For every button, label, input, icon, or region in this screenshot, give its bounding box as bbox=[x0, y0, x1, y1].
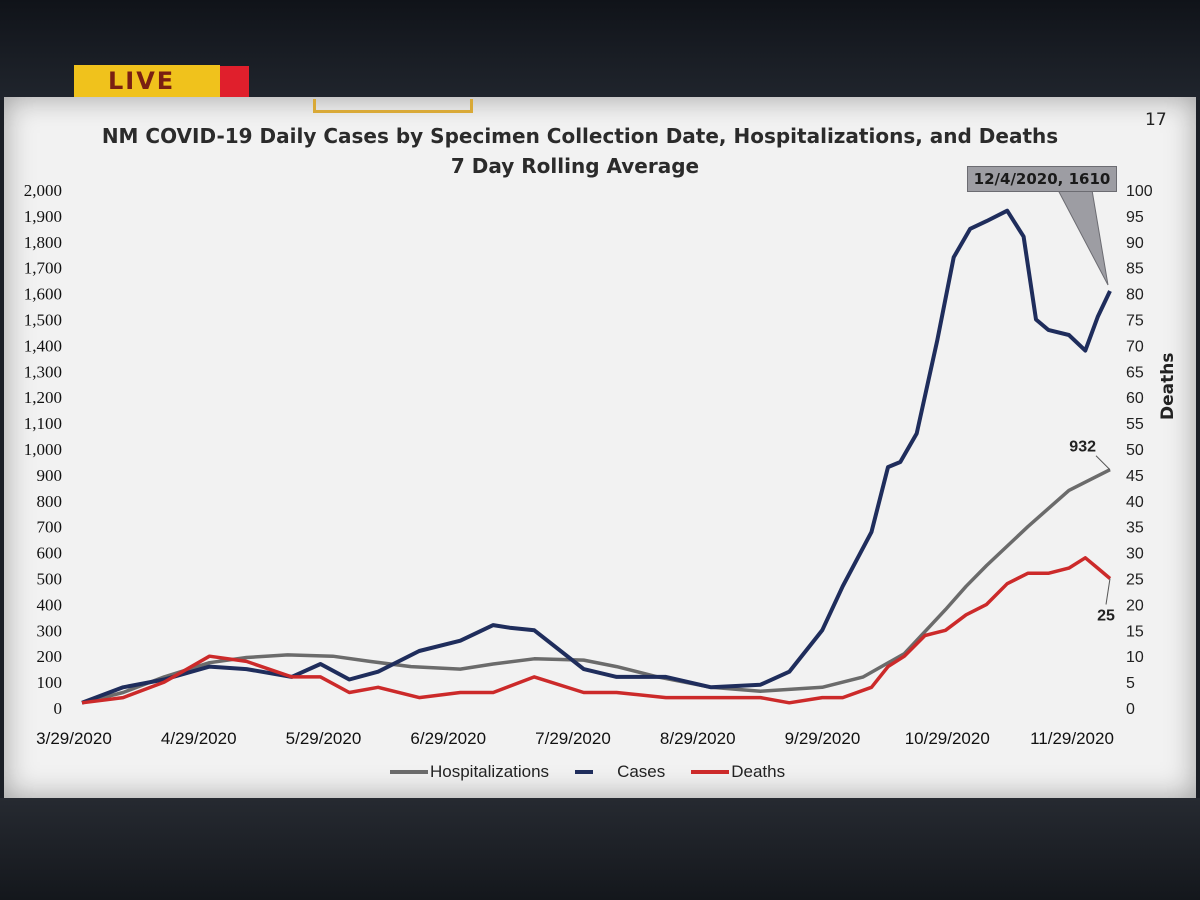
y-left-tick-label: 1,000 bbox=[24, 440, 62, 459]
legend-label: Hospitalizations bbox=[430, 762, 550, 781]
y-right-tick-label: 85 bbox=[1126, 261, 1144, 278]
x-tick-label: 3/29/2020 bbox=[36, 729, 112, 748]
slide-number: 17 bbox=[1145, 110, 1167, 130]
legend-swatch bbox=[691, 770, 730, 774]
x-tick-label: 5/29/2020 bbox=[286, 729, 362, 748]
y-right-label: Deaths bbox=[1158, 352, 1178, 420]
y-right-tick-label: 70 bbox=[1126, 338, 1144, 355]
chart-title: NM COVID-19 Daily Cases by Specimen Coll… bbox=[101, 124, 1059, 148]
legend-swatch bbox=[390, 770, 428, 774]
y-right-tick-label: 45 bbox=[1126, 468, 1144, 485]
y-left-tick-label: 900 bbox=[37, 466, 63, 485]
legend-item-hospitalizations: Hospitalizations bbox=[390, 762, 549, 782]
y-left-tick-label: 1,300 bbox=[24, 362, 62, 381]
live-badge-accent bbox=[220, 66, 249, 97]
series-line-deaths bbox=[81, 556, 1112, 705]
x-tick-label: 11/29/2020 bbox=[1030, 729, 1114, 748]
y-right-tick-label: 20 bbox=[1126, 597, 1144, 614]
deaths-leader-line bbox=[1105, 578, 1111, 605]
series-line-cases bbox=[81, 208, 1112, 705]
series-line-hospitalizations bbox=[81, 468, 1111, 705]
x-tick-label: 7/29/2020 bbox=[535, 729, 611, 748]
legend-item-deaths: Deaths bbox=[691, 762, 785, 782]
y-left-tick-label: 1,700 bbox=[24, 259, 62, 278]
y-right-ticks: 0 5 10 15 20 25 30 35 40 45 50 55 60 65 70 75 80 85 90 95 10… bbox=[1126, 183, 1153, 718]
y-left-tick-label: 500 bbox=[37, 570, 63, 589]
y-right-tick-label: 90 bbox=[1126, 235, 1144, 252]
cases-callout: 12/4/2020, 1610 bbox=[967, 166, 1117, 192]
y-left-tick-label: 1,900 bbox=[24, 207, 62, 226]
y-right-tick-label: 40 bbox=[1126, 494, 1144, 511]
live-badge: LIVE bbox=[74, 65, 220, 97]
x-tick-label: 4/29/2020 bbox=[161, 729, 237, 748]
y-right-tick-label: 60 bbox=[1126, 390, 1144, 407]
y-right-tick-label: 5 bbox=[1126, 675, 1135, 692]
series-lines bbox=[81, 189, 1112, 705]
hospitalizations-end-label: 932 bbox=[1069, 439, 1096, 456]
y-left-ticks: 0 100 200 300 400 500 600 700 800 900 1,000 1,100 1,… bbox=[24, 181, 62, 718]
y-left-tick-label: 1,800 bbox=[24, 233, 62, 252]
y-right-tick-label: 65 bbox=[1126, 364, 1144, 381]
y-right-tick-label: 15 bbox=[1126, 623, 1144, 640]
y-right-tick-label: 10 bbox=[1126, 649, 1144, 666]
y-right-tick-label: 80 bbox=[1126, 287, 1144, 304]
x-tick-label: 9/29/2020 bbox=[785, 729, 861, 748]
x-ticks: 3/29/2020 4/29/2020 5/29/2020 6/29/2020 7/29… bbox=[36, 729, 1114, 748]
y-left-tick-label: 1,500 bbox=[24, 311, 62, 330]
y-right-tick-label: 100 bbox=[1126, 183, 1153, 200]
y-left-tick-label: 100 bbox=[37, 673, 63, 692]
x-tick-label: 6/29/2020 bbox=[410, 729, 486, 748]
y-right-tick-label: 95 bbox=[1126, 209, 1144, 226]
y-right-tick-label: 0 bbox=[1126, 701, 1135, 718]
y-left-tick-label: 2,000 bbox=[24, 181, 62, 200]
y-left-tick-label: 300 bbox=[37, 621, 63, 640]
y-left-tick-label: 600 bbox=[37, 544, 63, 563]
legend: Hospitalizations Cases Deaths bbox=[390, 762, 811, 782]
y-left-tick-label: 200 bbox=[37, 647, 63, 666]
callout-pointer bbox=[1057, 189, 1109, 286]
y-left-tick-label: 400 bbox=[37, 595, 63, 614]
hospitalizations-leader-line bbox=[1095, 455, 1111, 471]
deaths-end-label: 25 bbox=[1097, 608, 1115, 625]
y-right-tick-label: 25 bbox=[1126, 572, 1144, 589]
y-right-tick-label: 35 bbox=[1126, 520, 1144, 537]
legend-swatch bbox=[575, 770, 594, 774]
y-left-tick-label: 1,400 bbox=[24, 336, 62, 355]
bottom-bezel bbox=[0, 798, 1200, 900]
legend-label: Deaths bbox=[731, 762, 786, 781]
y-right-tick-label: 30 bbox=[1126, 546, 1144, 563]
y-left-tick-label: 700 bbox=[37, 518, 63, 537]
annotation-labels: 932 25 bbox=[1069, 439, 1115, 625]
chart-subtitle: 7 Day Rolling Average bbox=[450, 154, 700, 178]
x-tick-label: 10/29/2020 bbox=[905, 729, 990, 748]
y-left-tick-label: 800 bbox=[37, 492, 63, 511]
y-right-tick-label: 50 bbox=[1126, 442, 1144, 459]
x-tick-label: 8/29/2020 bbox=[660, 729, 736, 748]
top-bracket bbox=[313, 99, 473, 113]
legend-item-cases: Cases bbox=[575, 762, 665, 782]
y-left-tick-label: 0 bbox=[54, 699, 63, 718]
y-left-tick-label: 1,100 bbox=[24, 414, 62, 433]
y-left-tick-label: 1,200 bbox=[24, 388, 62, 407]
y-right-tick-label: 75 bbox=[1126, 313, 1144, 330]
y-left-tick-label: 1,600 bbox=[24, 285, 62, 304]
y-right-tick-label: 55 bbox=[1126, 416, 1144, 433]
legend-label: Cases bbox=[617, 762, 666, 781]
